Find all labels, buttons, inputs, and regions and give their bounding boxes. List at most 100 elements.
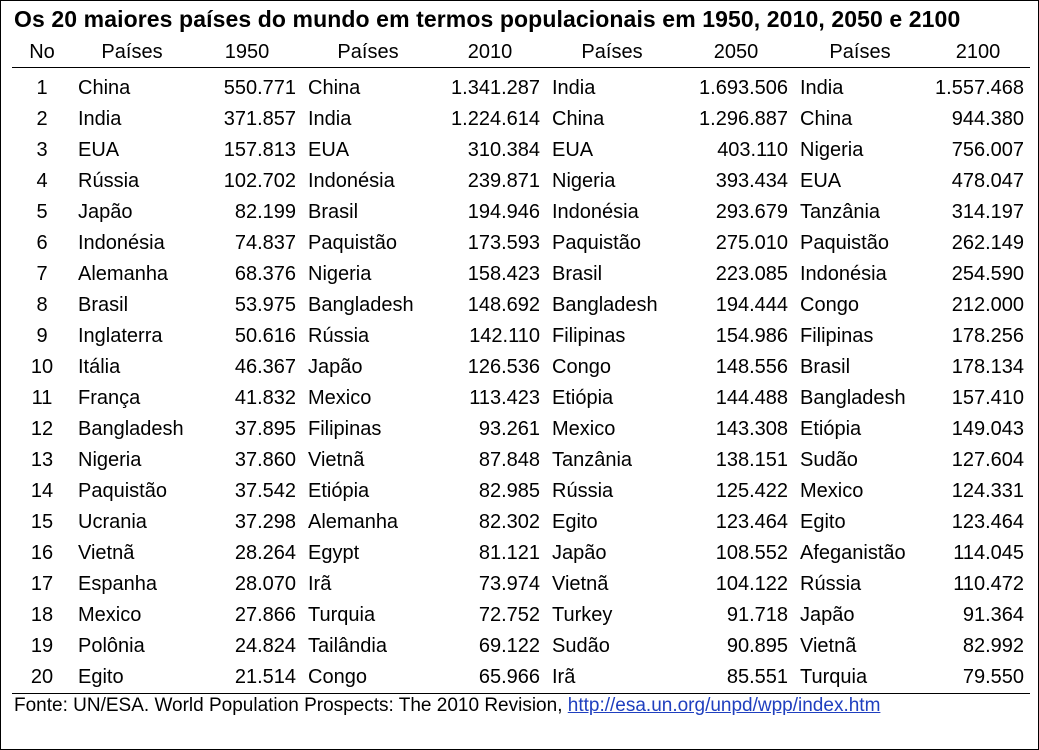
country-2100-cell: Brasil [800, 356, 851, 378]
country-2010-cell: Egypt [308, 542, 360, 564]
pop-2100-cell: 110.472 [953, 573, 1024, 595]
table-row: 18 Mexico 27.866 Turquia 72.752 Turkey 91.718 J… [12, 600, 1030, 631]
pop-2100-cell: 157.410 [951, 387, 1024, 409]
pop-2050-cell: 91.718 [726, 604, 788, 626]
country-2050-cell: India [552, 76, 596, 99]
country-1950-cell: Polônia [78, 635, 145, 657]
table-row: 7 Alemanha 68.376 Nigeria 158.423 Brasil 223.0… [12, 259, 1030, 290]
country-2100-cell: Nigeria [800, 139, 864, 161]
country-2050-cell: Japão [552, 542, 607, 564]
country-2050-cell: China [552, 108, 605, 130]
pop-2050-cell: 125.422 [715, 480, 788, 502]
pop-2050-cell: 123.464 [715, 511, 788, 533]
country-1950-cell: Bangladesh [78, 418, 184, 440]
pop-1950-cell: 46.367 [234, 356, 296, 378]
rank-cell: 19 [30, 635, 54, 657]
country-2010-cell: Nigeria [308, 263, 372, 285]
pop-1950-cell: 50.616 [234, 325, 296, 347]
table-row: 16 Vietnã 28.264 Egypt 81.121 Japão 108.552 Afe… [12, 538, 1030, 569]
table-row: 5 Japão 82.199 Brasil 194.946 Indonésia 293.67… [12, 197, 1030, 228]
header-countries-2050: Países [581, 41, 643, 63]
table-row: 2 India 371.857 India 1.224.614 China 1.296.88… [12, 104, 1030, 135]
pop-2010-cell: 158.423 [467, 263, 540, 285]
pop-2010-cell: 65.966 [478, 666, 540, 688]
country-2010-cell: Irã [308, 573, 332, 595]
rank-cell: 20 [30, 666, 54, 688]
pop-2010-cell: 81.121 [478, 542, 540, 564]
country-2050-cell: Nigeria [552, 170, 616, 192]
rank-cell: 17 [30, 573, 54, 595]
header-countries-2100: Países [829, 41, 891, 63]
header-countries-2010: Países [337, 41, 399, 63]
country-1950-cell: EUA [78, 139, 120, 161]
table-row: 4 Rússia 102.702 Indonésia 239.871 Nigeria 393… [12, 166, 1030, 197]
header-no: No [29, 41, 55, 63]
pop-2100-cell: 149.043 [951, 418, 1024, 440]
country-2100-cell: China [800, 108, 853, 130]
country-2100-cell: Bangladesh [800, 387, 906, 409]
pop-1950-cell: 37.298 [234, 511, 296, 533]
country-2010-cell: Vietnã [308, 449, 365, 471]
pop-1950-cell: 28.070 [234, 573, 296, 595]
pop-2010-cell: 1.341.287 [451, 76, 540, 99]
rank-cell: 18 [30, 604, 54, 626]
country-2100-cell: Indonésia [800, 263, 887, 285]
table-row: 11 França 41.832 Mexico 113.423 Etiópia 144.48… [12, 383, 1030, 414]
pop-1950-cell: 102.702 [223, 170, 296, 192]
table-row: 14 Paquistão 37.542 Etiópia 82.985 Rússia 125.… [12, 476, 1030, 507]
source-link[interactable]: http://esa.un.org/unpd/wpp/index.htm [567, 695, 881, 716]
country-1950-cell: Brasil [78, 294, 129, 316]
table-row: 13 Nigeria 37.860 Vietnã 87.848 Tanzânia 138.1… [12, 445, 1030, 476]
rank-cell: 10 [30, 356, 54, 378]
country-2010-cell: Japão [308, 356, 363, 378]
pop-2100-cell: 478.047 [951, 170, 1024, 192]
rank-cell: 15 [30, 511, 54, 533]
pop-2050-cell: 104.122 [715, 573, 788, 595]
country-1950-cell: Inglaterra [78, 325, 163, 347]
country-1950-cell: Japão [78, 201, 133, 223]
country-2050-cell: EUA [552, 139, 594, 161]
country-2100-cell: Filipinas [800, 325, 874, 347]
pop-1950-cell: 28.264 [234, 542, 296, 564]
pop-1950-cell: 74.837 [234, 232, 296, 254]
pop-2100-cell: 756.007 [951, 139, 1024, 161]
pop-1950-cell: 37.542 [234, 480, 296, 502]
country-1950-cell: India [78, 108, 122, 130]
country-1950-cell: Indonésia [78, 232, 165, 254]
pop-1950-cell: 371.857 [223, 108, 296, 130]
rank-cell: 7 [36, 263, 48, 285]
country-2010-cell: Alemanha [308, 511, 399, 533]
country-2050-cell: Turkey [552, 604, 613, 626]
pop-2010-cell: 194.946 [467, 201, 540, 223]
country-2050-cell: Etiópia [552, 387, 614, 409]
country-1950-cell: Egito [78, 666, 124, 688]
table-row: 12 Bangladesh 37.895 Filipinas 93.261 Mexico 1… [12, 414, 1030, 445]
pop-2050-cell: 144.488 [715, 387, 788, 409]
country-2100-cell: Egito [800, 511, 846, 533]
country-2010-cell: Etiópia [308, 480, 370, 502]
pop-2100-cell: 178.134 [951, 356, 1024, 378]
pop-2010-cell: 142.110 [469, 325, 540, 347]
table-row: 8 Brasil 53.975 Bangladesh 148.692 Bangladesh… [12, 290, 1030, 321]
pop-2010-cell: 82.302 [478, 511, 540, 533]
pop-2050-cell: 275.010 [715, 232, 788, 254]
country-1950-cell: França [78, 387, 141, 409]
rank-cell: 13 [30, 449, 54, 471]
table-row: 19 Polônia 24.824 Tailândia 69.122 Sudão 90.89… [12, 631, 1030, 662]
rank-cell: 8 [36, 294, 48, 316]
country-2010-cell: Rússia [308, 325, 370, 347]
pop-1950-cell: 27.866 [234, 604, 296, 626]
pop-2100-cell: 1.557.468 [935, 76, 1024, 99]
pop-2050-cell: 194.444 [715, 294, 788, 316]
country-2100-cell: Sudão [800, 449, 858, 471]
country-2050-cell: Tanzânia [552, 449, 633, 471]
table-row: 1 China 550.771 China 1.341.287 India 1.693.50… [12, 68, 1030, 105]
country-2050-cell: Congo [552, 356, 611, 378]
pop-2010-cell: 148.692 [467, 294, 540, 316]
country-2100-cell: Etiópia [800, 418, 862, 440]
country-1950-cell: Vietnã [78, 542, 135, 564]
country-2050-cell: Paquistão [552, 232, 641, 254]
country-2100-cell: Tanzânia [800, 201, 881, 223]
rank-cell: 2 [36, 108, 48, 130]
rank-cell: 1 [36, 76, 48, 99]
